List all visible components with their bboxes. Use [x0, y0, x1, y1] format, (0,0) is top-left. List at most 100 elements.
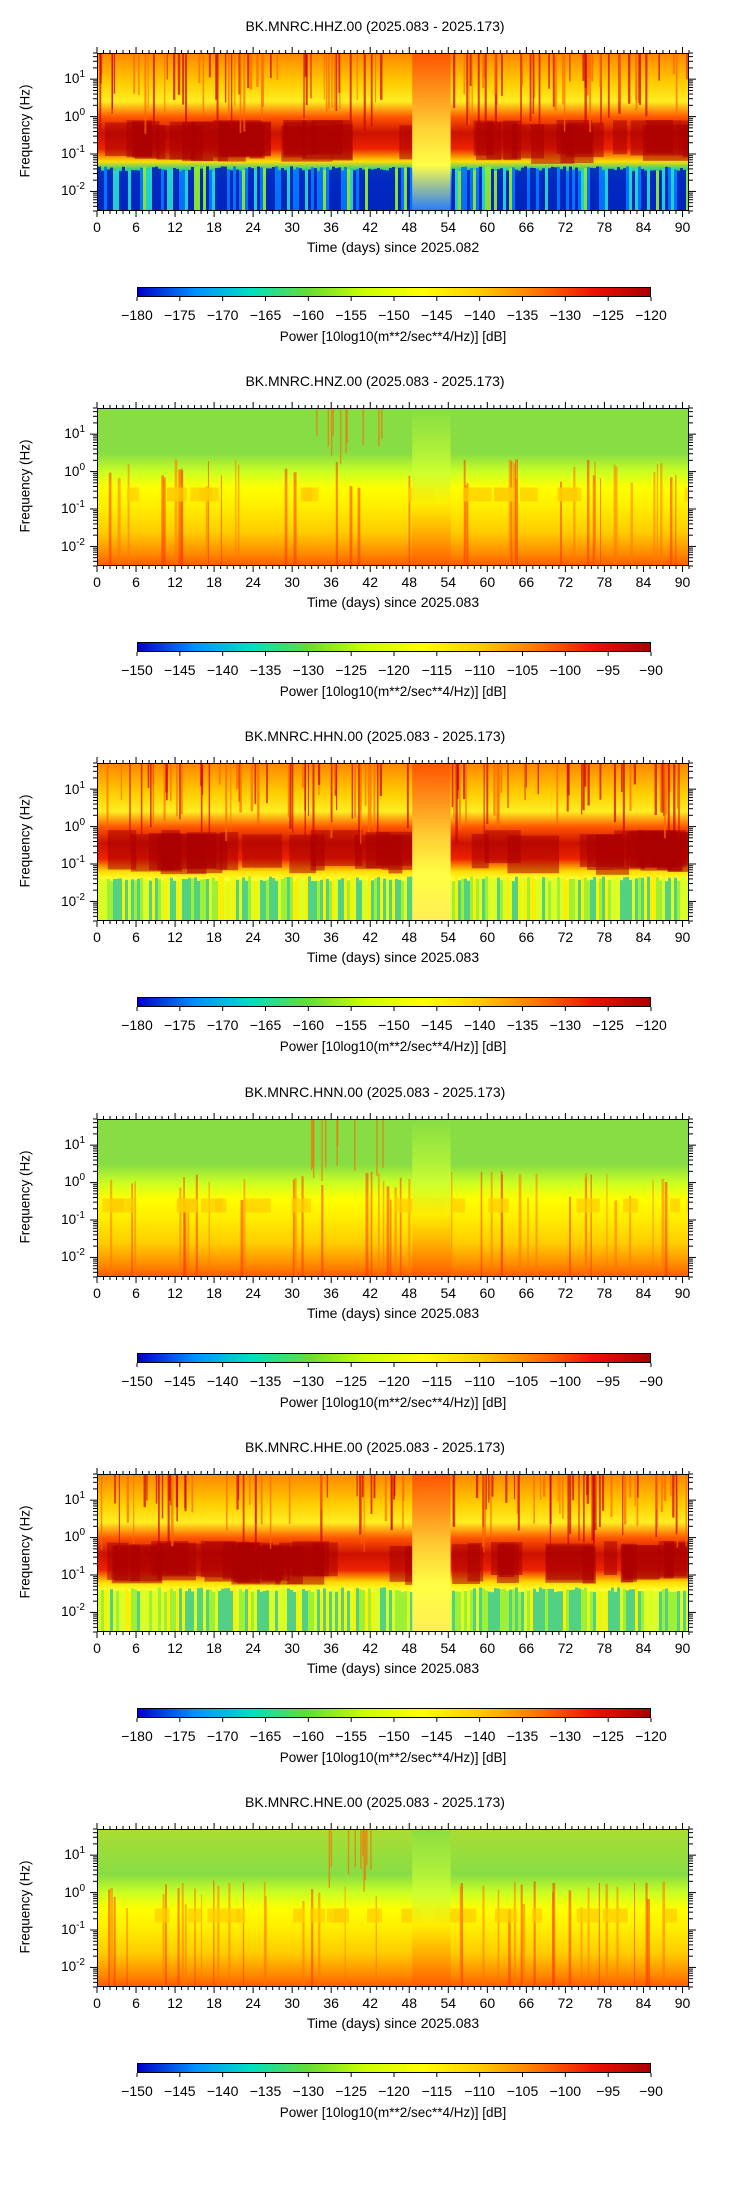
streak: [457, 764, 460, 791]
streak: [276, 54, 279, 81]
y-tick-base: 10: [64, 781, 80, 797]
streak: [373, 1474, 376, 1499]
streak: [394, 1186, 397, 1276]
y-tick-exponent: 1: [79, 1489, 85, 1501]
power-cell: [137, 170, 140, 210]
x-tick-label: 18: [206, 1284, 222, 1301]
power-cell: [332, 166, 335, 210]
colorbar-tick-label: −135: [506, 307, 539, 323]
power-cell: [653, 170, 656, 210]
x-tick-label: 54: [440, 929, 457, 946]
power-patch: [621, 1543, 637, 1582]
power-cell: [503, 1588, 506, 1631]
colorbar-tick-label: −150: [121, 2083, 153, 2099]
power-cell: [572, 879, 575, 921]
power-cell: [617, 167, 620, 210]
streak: [610, 1474, 613, 1517]
colorbar-tick-label: −145: [421, 307, 453, 323]
streak: [361, 1830, 364, 1857]
power-cell: [665, 166, 668, 210]
power-cell: [230, 1590, 233, 1631]
power-patch: [283, 121, 316, 155]
y-tick-label: 101: [45, 780, 85, 797]
power-cell: [206, 166, 209, 210]
power-cell: [224, 1588, 227, 1631]
streak: [459, 1886, 462, 1986]
power-cell: [641, 169, 644, 210]
x-tick-label: 60: [479, 1995, 496, 2011]
streak: [181, 1883, 184, 1986]
streak: [390, 1199, 392, 1276]
streak: [303, 54, 305, 119]
streak: [532, 54, 535, 114]
power-cell: [608, 880, 611, 921]
streak: [202, 54, 205, 116]
y-tick-exponent: -2: [76, 181, 85, 193]
streak: [633, 764, 637, 785]
power-cell: [134, 1589, 137, 1631]
power-cell: [125, 171, 128, 210]
streak: [507, 764, 509, 809]
x-tick-label: 48: [401, 574, 418, 591]
streak: [664, 1181, 668, 1276]
power-cell: [116, 879, 119, 921]
y-tick-exponent: -1: [76, 1209, 85, 1221]
power-cell: [395, 1589, 398, 1631]
spectrogram-plot-area: [97, 1473, 689, 1632]
power-cell: [152, 878, 155, 921]
power-cell: [545, 877, 548, 921]
power-patch: [287, 1545, 303, 1584]
streak: [356, 54, 358, 101]
streak: [205, 486, 208, 566]
streak: [678, 764, 680, 838]
power-cell: [254, 1588, 257, 1631]
data-gap-region: [412, 409, 451, 566]
streak: [616, 1886, 619, 1986]
streak: [508, 459, 512, 566]
x-tick-label: 48: [401, 219, 418, 235]
power-cell: [539, 1587, 542, 1631]
power-cell: [527, 1590, 530, 1631]
power-patch: [483, 487, 492, 502]
colorbar-tick-label: −130: [549, 307, 582, 323]
streak: [654, 764, 657, 816]
power-cell: [191, 878, 194, 921]
power-cell: [284, 1587, 287, 1631]
colorbar-tick-label: −170: [206, 1727, 239, 1744]
y-tick-exponent: -2: [76, 1957, 85, 1969]
power-patch: [245, 1198, 271, 1213]
power-cell: [587, 167, 590, 210]
power-cell: [497, 878, 500, 921]
streak: [181, 470, 184, 566]
streak: [615, 466, 618, 566]
x-tick-label: 0: [93, 1995, 101, 2011]
x-axis-label: Time (days) since 2025.083: [306, 1659, 480, 1676]
power-cell: [557, 166, 560, 210]
streak: [179, 1187, 182, 1276]
power-cell: [284, 877, 287, 921]
spectrogram-heatmap: [98, 1474, 688, 1631]
power-cell: [590, 167, 593, 210]
streak: [548, 54, 550, 89]
y-tick-base: 10: [61, 1604, 77, 1620]
colorbar-tick-label: −160: [292, 307, 325, 323]
power-cell: [455, 169, 458, 210]
streak: [676, 1474, 679, 1548]
x-tick-label: 12: [167, 574, 183, 591]
power-cell: [251, 881, 254, 921]
power-cell: [350, 170, 353, 210]
streak: [217, 1885, 220, 1986]
streak: [543, 1474, 546, 1497]
streak: [627, 54, 631, 104]
colorbar-tick-label: −115: [421, 662, 453, 679]
streak: [582, 54, 585, 81]
streak: [293, 472, 297, 566]
streak: [357, 487, 361, 566]
power-cell: [209, 1589, 212, 1631]
power-patch: [658, 1540, 674, 1577]
streak: [184, 1904, 187, 1986]
streak: [323, 54, 325, 100]
power-cell: [335, 1591, 338, 1631]
streak: [659, 764, 662, 813]
streak: [466, 54, 469, 126]
